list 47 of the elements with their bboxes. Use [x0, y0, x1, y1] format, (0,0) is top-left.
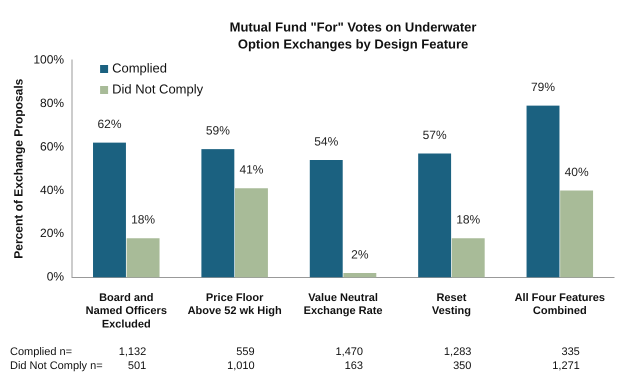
text: 350 [453, 360, 472, 372]
y-axis-title: Percent of Exchange Proposals [12, 78, 26, 259]
text: 501 [128, 360, 146, 372]
chart-title: Mutual Fund "For" Votes on Underwater Option Exchanges by Design Feature [230, 20, 476, 52]
text: 1,132 [118, 346, 146, 358]
text: 1,271 [552, 360, 580, 372]
bar [526, 106, 560, 278]
y-tick-label: 80% [40, 96, 64, 110]
bar [452, 238, 485, 278]
x-tick-label: Reset Vesting [432, 292, 471, 318]
y-tick-label: 100% [33, 52, 64, 66]
text: 1,010 [227, 360, 255, 372]
data-label: 62% [97, 116, 122, 131]
text: 559 [236, 346, 255, 358]
bar [235, 188, 268, 278]
data-label: 2% [351, 247, 369, 262]
bar [93, 142, 126, 278]
y-tick-label: 0% [46, 270, 64, 284]
text: Did Not Comply n= [10, 360, 103, 372]
x-tick-label: Price Floor Above 52 wk High [188, 292, 282, 318]
x-tick-label: Value Neutral Exchange Rate [304, 292, 382, 318]
data-label: 18% [456, 212, 481, 227]
y-tick-label: 60% [40, 139, 64, 154]
text: 163 [344, 360, 364, 372]
bar [418, 153, 452, 278]
data-label: 57% [422, 128, 447, 142]
data-label: 40% [564, 164, 589, 179]
bar [201, 149, 234, 278]
text: Complied n= [10, 346, 72, 358]
bar [560, 190, 594, 278]
data-label: 41% [239, 162, 264, 177]
bar [343, 273, 376, 278]
text: 335 [561, 346, 580, 358]
bar [126, 238, 160, 278]
data-label: 59% [206, 123, 230, 138]
legend-label: Did Not Comply [112, 82, 204, 97]
x-tick-label: Board and Named Officers Excluded [86, 292, 167, 330]
data-label: 54% [314, 134, 339, 148]
data-label: 18% [131, 212, 156, 227]
data-label: 79% [530, 80, 556, 94]
text: 1,283 [444, 346, 472, 358]
y-tick-label: 20% [40, 226, 64, 240]
bar [310, 160, 343, 278]
text: 1,470 [336, 346, 364, 358]
legend-label: Complied [112, 60, 168, 76]
x-tick-label: All Four Features Combined [514, 292, 606, 318]
y-tick-label: 40% [40, 182, 64, 197]
